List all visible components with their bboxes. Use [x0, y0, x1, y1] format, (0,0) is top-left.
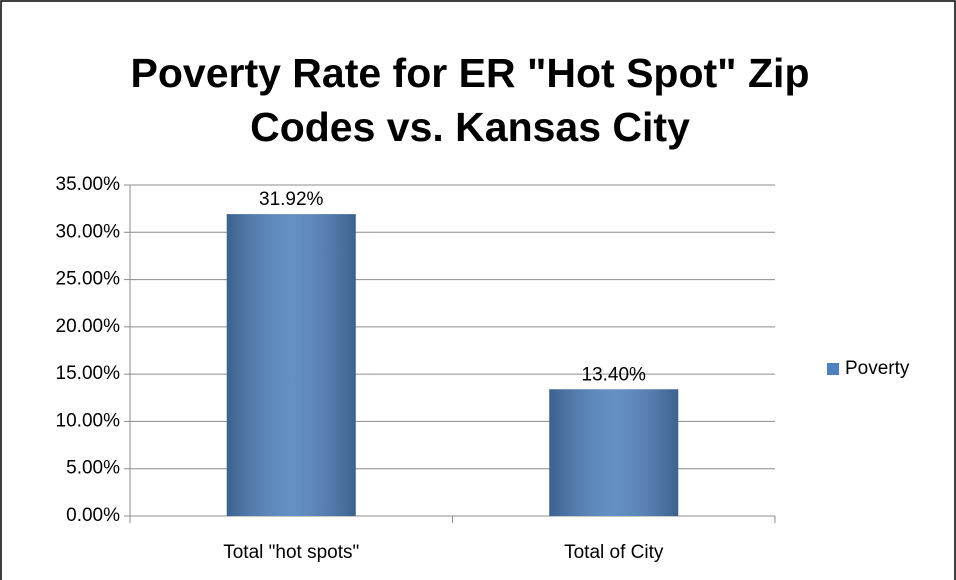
- y-tick-label: 25.00%: [56, 269, 121, 290]
- chart-title: Poverty Rate for ER "Hot Spot" Zip: [131, 50, 810, 96]
- y-tick-label: 0.00%: [66, 505, 120, 526]
- bar-shading: [226, 214, 356, 517]
- legend-swatch: [827, 363, 839, 375]
- y-tick-label: 30.00%: [56, 221, 121, 242]
- x-tick-label: Total of City: [564, 542, 664, 563]
- y-tick-label: 10.00%: [56, 410, 121, 431]
- y-tick-label: 15.00%: [56, 363, 121, 384]
- x-tick-label: Total "hot spots": [223, 542, 359, 563]
- y-tick-label: 35.00%: [56, 174, 121, 195]
- bar-shading: [549, 389, 679, 516]
- data-label: 13.40%: [582, 364, 647, 385]
- legend-label: Poverty: [845, 358, 910, 379]
- chart-title: Codes vs. Kansas City: [250, 104, 690, 150]
- y-tick-label: 20.00%: [56, 316, 121, 337]
- y-tick-label: 5.00%: [66, 458, 120, 479]
- data-label: 31.92%: [259, 189, 324, 210]
